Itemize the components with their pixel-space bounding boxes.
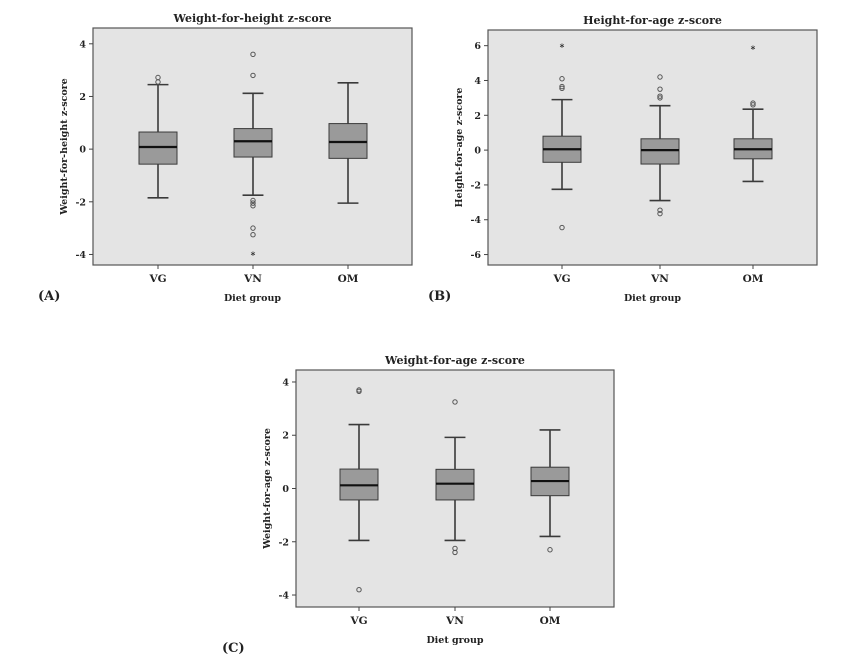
x-tick-label: OM (540, 615, 561, 627)
box-om (530, 429, 570, 553)
outlier-point (250, 51, 256, 58)
y-tick-label: 0 (79, 145, 86, 156)
outlier-point (657, 93, 663, 99)
outlier-point (250, 72, 256, 79)
outlier-point (452, 549, 458, 556)
outlier-point (356, 586, 362, 593)
x-axis-label: Diet group (624, 293, 681, 304)
outlier-point (250, 232, 256, 238)
box-vn: * (233, 51, 273, 261)
outlier-point (750, 100, 756, 106)
extreme-point-star: * (560, 44, 565, 54)
x-tick-label: VG (552, 273, 570, 285)
y-tick-label: 4 (474, 76, 481, 87)
x-tick-label: VG (148, 273, 166, 285)
extreme-point-star: * (251, 251, 256, 261)
outlier-point (657, 210, 663, 217)
outlier-point (750, 102, 756, 108)
panel-c: Weight-for-age z-score Diet group Weight-f… (222, 354, 615, 656)
x-tick-label: VN (243, 273, 262, 285)
panel-label: (B) (428, 289, 451, 304)
chart-title: Height-for-age z-score (583, 14, 722, 27)
y-tick-label: 4 (282, 377, 289, 388)
box-om (328, 81, 368, 204)
y-axis-label: Weight-for-age z-score (262, 428, 273, 550)
outlier-point (657, 74, 663, 80)
y-axis-label: Weight-for-height z-score (59, 78, 70, 215)
extreme-point-star: * (751, 45, 756, 55)
chart-title: Weight-for-age z-score (384, 354, 525, 367)
x-tick-label: OM (743, 273, 764, 285)
outlier-point (452, 399, 458, 405)
y-tick-label: 0 (474, 146, 481, 157)
outlier-point (559, 83, 565, 90)
y-tick-label: 0 (282, 484, 289, 495)
y-tick-label: -2 (278, 537, 289, 548)
x-tick-label: VN (445, 615, 464, 627)
outlier-point (559, 76, 565, 82)
outlier-point (250, 200, 256, 206)
y-tick-label: 2 (474, 111, 481, 122)
iqr-box (233, 128, 273, 158)
y-tick-label: -2 (470, 180, 481, 191)
panel-label: (C) (222, 641, 245, 656)
y-tick-label: -4 (75, 250, 86, 261)
box-vg: * (542, 44, 582, 231)
box-vn (435, 399, 475, 556)
x-tick-label: OM (338, 273, 359, 285)
box-vn (640, 74, 680, 217)
iqr-box (640, 138, 680, 165)
x-tick-label: VN (650, 273, 669, 285)
panel-b: Height-for-age z-score Diet group Height-f… (428, 14, 818, 304)
chart-title: Weight-for-height z-score (172, 12, 331, 25)
y-tick-label: 2 (79, 92, 86, 103)
outlier-point (250, 203, 256, 209)
y-tick-label: -6 (470, 250, 481, 261)
y-tick-label: 4 (79, 39, 86, 50)
y-tick-label: -4 (278, 591, 289, 602)
x-axis-label: Diet group (426, 635, 483, 646)
y-tick-label: -2 (75, 197, 86, 208)
outlier-point (657, 207, 663, 213)
y-tick-label: -4 (470, 215, 481, 226)
box-vg (339, 387, 379, 593)
outlier-point (559, 224, 565, 231)
box-vg (138, 74, 178, 199)
y-tick-label: 2 (282, 431, 289, 442)
outlier-point (155, 79, 161, 85)
box-om: * (733, 45, 773, 183)
outlier-point (250, 225, 256, 231)
outlier-point (657, 95, 663, 101)
x-axis-label: Diet group (224, 293, 281, 304)
outlier-point (547, 547, 553, 553)
outlier-point (356, 388, 362, 395)
panel-label: (A) (38, 289, 60, 304)
y-axis-label: Height-for-age z-score (454, 88, 465, 208)
panel-a: Weight-for-height z-score Diet group Weigh… (38, 12, 413, 304)
outlier-point (657, 86, 663, 92)
outlier-point (559, 85, 565, 92)
outlier-point (250, 197, 256, 204)
x-tick-label: VG (349, 615, 367, 627)
y-tick-label: 6 (474, 41, 481, 52)
